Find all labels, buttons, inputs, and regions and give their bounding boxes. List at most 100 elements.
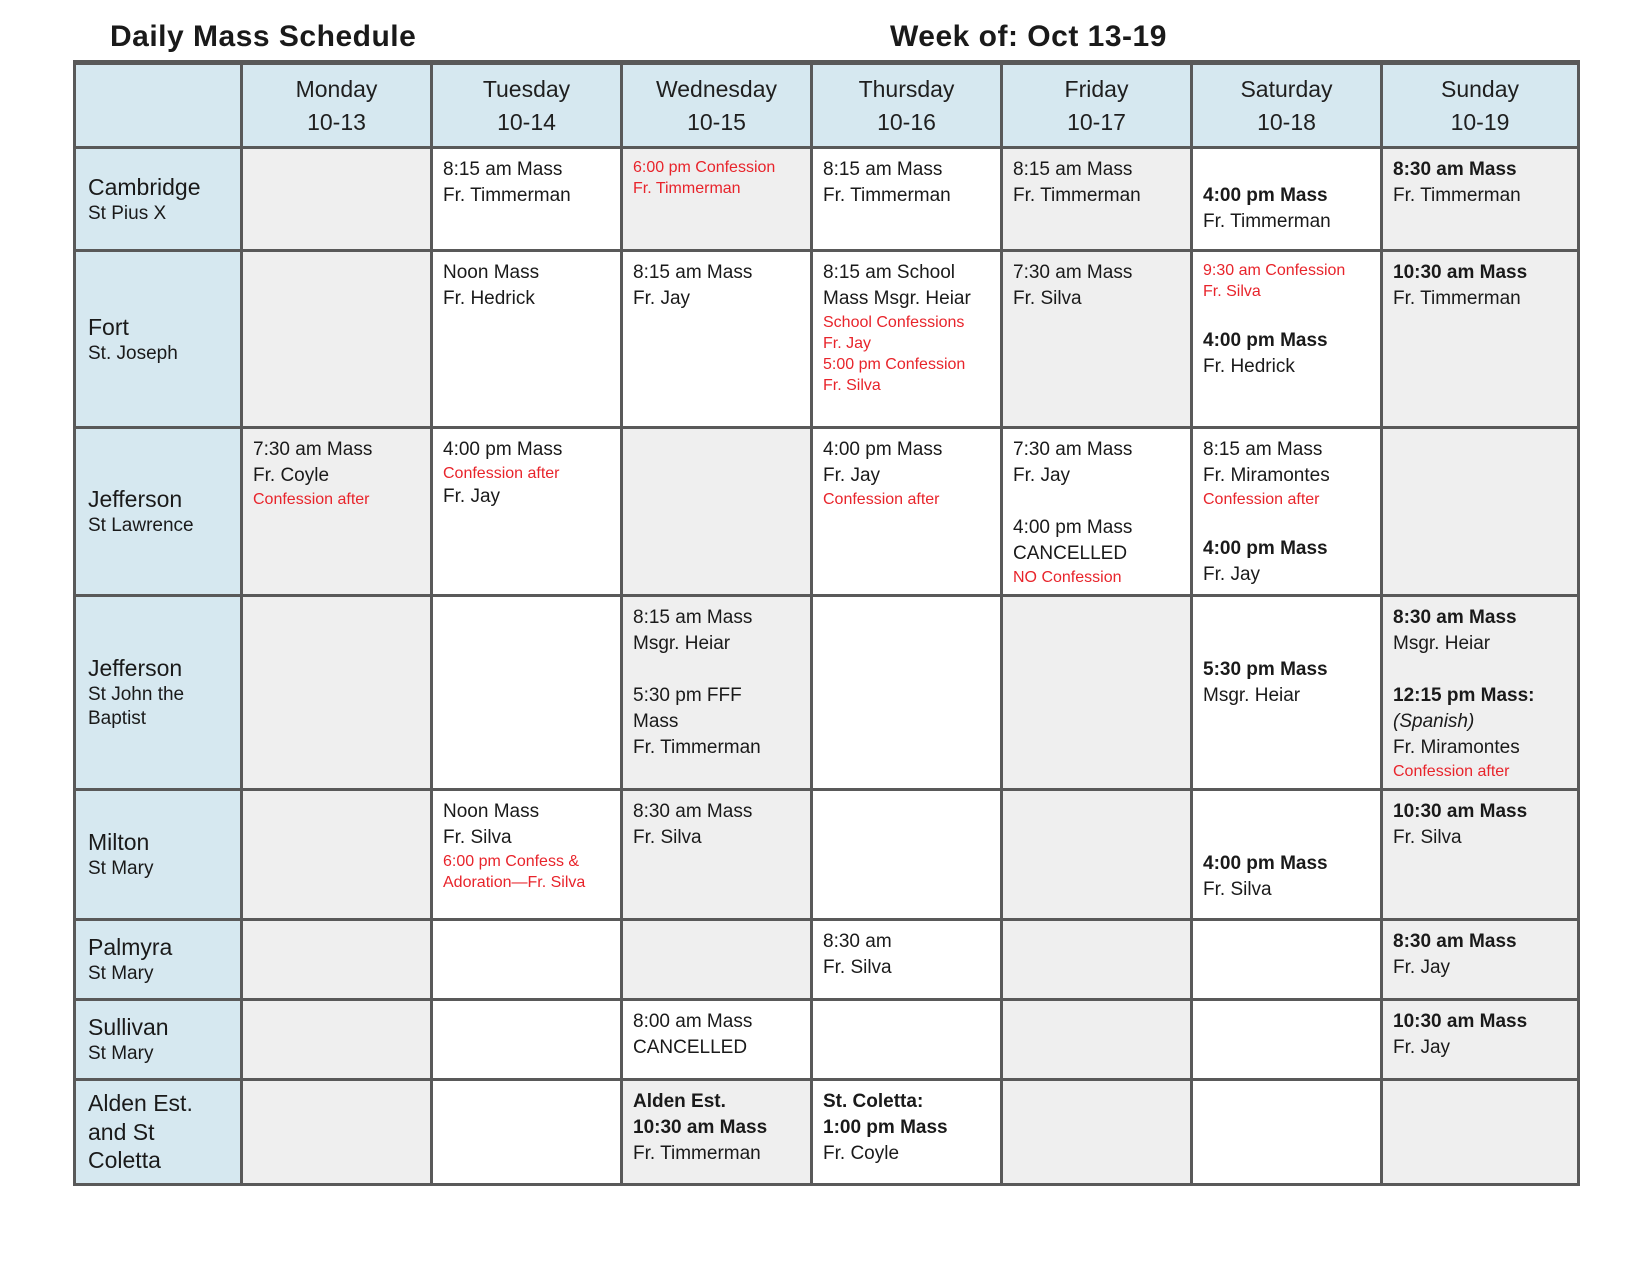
- schedule-entry-line: Confession after: [823, 491, 940, 508]
- cell-fort-saturday: 9:30 am Confession Fr. Silva 4:00 pm Mass…: [1190, 249, 1383, 429]
- cell-alden-est-and-st-coletta-wednesday: Alden Est. 10:30 am Mass Fr. Timmerman: [620, 1078, 813, 1186]
- schedule-entry-line: Fr. Jay: [1393, 1037, 1451, 1058]
- schedule-entry-line: School Confessions: [823, 314, 965, 331]
- schedule-entry-line: 8:00 am Mass: [633, 1011, 753, 1032]
- cell-jefferson-friday: 7:30 am Mass Fr. Jay 4:00 pm Mass CANCELLE…: [1000, 426, 1193, 597]
- cell-alden-est-and-st-coletta-friday: [1000, 1078, 1193, 1186]
- schedule-entry-line: Confession after: [443, 465, 560, 482]
- blank-line: [1203, 302, 1374, 328]
- schedule-entry-line: 4:00 pm Mass: [1013, 517, 1133, 538]
- schedule-entry-line: CANCELLED: [1013, 543, 1128, 564]
- schedule-entry-line: Fr. Jay: [443, 486, 501, 507]
- parish-name: St John the Baptist: [88, 684, 185, 729]
- day-header-wednesday: Wednesday 10-15: [620, 61, 813, 149]
- schedule-entry-line: 10:30 am Mass: [1393, 801, 1528, 822]
- schedule-entry-line: 8:30 am: [823, 931, 892, 952]
- schedule-entry-line: Fr. Silva: [1203, 283, 1261, 300]
- schedule-entry-line: 10:30 am Mass: [1393, 1011, 1528, 1032]
- schedule-entry-line: 4:00 pm Mass: [823, 439, 943, 460]
- cell-milton-friday: [1000, 788, 1193, 921]
- row-header-sullivan: Sullivan St Mary: [73, 998, 243, 1081]
- cell-jefferson-wednesday: 8:15 am Mass Msgr. Heiar 5:30 pm FFF Mass F…: [620, 594, 813, 791]
- schedule-row-alden-est-and-st-coletta: Alden Est. and St Coletta Alden Est. 10:30…: [73, 1078, 1580, 1186]
- schedule-entry-line: 8:15 am Mass: [1013, 159, 1133, 180]
- schedule-entry-line: 8:15 am Mass: [633, 262, 753, 283]
- blank-line: [1203, 799, 1374, 825]
- schedule-row-palmyra-st-mary: Palmyra St Mary 8:30 am Fr. Silva 8:30 am Ma…: [73, 918, 1580, 1001]
- cell-milton-sunday: 10:30 am Mass Fr. Silva: [1380, 788, 1580, 921]
- blank-line: [1393, 657, 1571, 683]
- row-header-fort: Fort St. Joseph: [73, 249, 243, 429]
- day-header-monday: Monday 10-13: [240, 61, 433, 149]
- cell-cambridge-sunday: 8:30 am Mass Fr. Timmerman: [1380, 146, 1580, 252]
- schedule-entry-line: 4:00 pm Mass: [1203, 330, 1328, 351]
- cell-alden-est-and-st-coletta-tuesday: [430, 1078, 623, 1186]
- schedule-entry-line: 8:30 am Mass: [1393, 931, 1517, 952]
- schedule-entry-line: Fr. Silva: [823, 957, 892, 978]
- cell-sullivan-thursday: [810, 998, 1003, 1081]
- schedule-entry-line: 9:30 am Confession: [1203, 262, 1346, 279]
- schedule-entry-line: 8:15 am Mass: [633, 607, 753, 628]
- day-name: Saturday: [1240, 76, 1333, 103]
- schedule-entry-line: 8:30 am Mass: [633, 801, 753, 822]
- cell-jefferson-monday: 7:30 am Mass Fr. Coyle Confession after: [240, 426, 433, 597]
- cell-fort-monday: [240, 249, 433, 429]
- cell-cambridge-friday: 8:15 am Mass Fr. Timmerman: [1000, 146, 1193, 252]
- cell-sullivan-saturday: [1190, 998, 1383, 1081]
- cell-jefferson-tuesday: 4:00 pm Mass Confession after Fr. Jay: [430, 426, 623, 597]
- schedule-entry-line: Fr. Jay: [1393, 957, 1451, 978]
- schedule-entry-line: 5:00 pm Confession: [823, 356, 966, 373]
- page-title: Daily Mass Schedule: [110, 20, 417, 53]
- cell-cambridge-tuesday: 8:15 am Mass Fr. Timmerman: [430, 146, 623, 252]
- cell-palmyra-monday: [240, 918, 433, 1001]
- day-date: 10-17: [1067, 108, 1126, 135]
- cell-jefferson-wednesday: [620, 426, 813, 597]
- cell-cambridge-monday: [240, 146, 433, 252]
- cell-cambridge-saturday: 4:00 pm Mass Fr. Timmerman: [1190, 146, 1383, 252]
- mass-schedule-table: Monday 10-13 Tuesday 10-14 Wednesday 10-15 Thu…: [73, 60, 1580, 1186]
- location-name: Palmyra: [88, 934, 173, 961]
- cell-sullivan-monday: [240, 998, 433, 1081]
- cell-sullivan-tuesday: [430, 998, 623, 1081]
- schedule-entry-line: NO Confession: [1013, 569, 1122, 586]
- day-header-friday: Friday 10-17: [1000, 61, 1193, 149]
- schedule-entry-line: Fr. Silva: [1393, 827, 1462, 848]
- schedule-entry-line: Alden Est.: [633, 1091, 726, 1112]
- cell-fort-friday: 7:30 am Mass Fr. Silva: [1000, 249, 1193, 429]
- schedule-row-cambridge-st-pius-x: Cambridge St Pius X 8:15 am Mass Fr. Timmer…: [73, 146, 1580, 252]
- schedule-entry-line: Fr. Timmerman: [1203, 211, 1331, 232]
- schedule-entry-line: 4:00 pm Mass: [1203, 538, 1328, 559]
- cell-cambridge-wednesday: 6:00 pm Confession Fr. Timmerman: [620, 146, 813, 252]
- cell-alden-est-and-st-coletta-monday: [240, 1078, 433, 1186]
- cell-sullivan-wednesday: 8:00 am Mass CANCELLED: [620, 998, 813, 1081]
- blank-line: [1203, 510, 1374, 536]
- schedule-entry-line: Confession after: [253, 491, 370, 508]
- schedule-entry-line: Fr. Timmerman: [1393, 185, 1521, 206]
- schedule-entry-line: 8:15 am Mass: [823, 159, 943, 180]
- cell-jefferson-monday: [240, 594, 433, 791]
- cell-palmyra-tuesday: [430, 918, 623, 1001]
- schedule-row-milton-st-mary: Milton St Mary Noon Mass Fr. Silva 6:00 pm C…: [73, 788, 1580, 921]
- blank-line: [633, 657, 804, 683]
- cell-cambridge-thursday: 8:15 am Mass Fr. Timmerman: [810, 146, 1003, 252]
- schedule-entry-line: Noon Mass: [443, 262, 540, 283]
- schedule-entry-line: Msgr. Heiar: [1393, 633, 1491, 654]
- location-name: Fort: [88, 313, 129, 340]
- schedule-entry-line: (Spanish): [1393, 711, 1475, 732]
- location-name: Sullivan: [88, 1014, 169, 1041]
- cell-palmyra-sunday: 8:30 am Mass Fr. Jay: [1380, 918, 1580, 1001]
- schedule-body: Cambridge St Pius X 8:15 am Mass Fr. Timmer…: [73, 146, 1580, 1186]
- day-date: 10-14: [497, 108, 556, 135]
- schedule-row-jefferson-st-john-the-baptist: Jefferson St John the Baptist 8:15 am Mass…: [73, 594, 1580, 791]
- schedule-entry-line: 8:15 am Mass: [443, 159, 563, 180]
- row-header-milton: Milton St Mary: [73, 788, 243, 921]
- schedule-entry-line: Confession after: [1203, 491, 1320, 508]
- schedule-entry-line: Fr. Timmerman: [633, 180, 741, 197]
- schedule-entry-line: 7:30 am Mass: [1013, 262, 1133, 283]
- schedule-entry-line: Msgr. Heiar: [633, 633, 731, 654]
- cell-milton-saturday: 4:00 pm Mass Fr. Silva: [1190, 788, 1383, 921]
- schedule-entry-line: 4:00 pm Mass: [1203, 853, 1328, 874]
- schedule-entry-line: Noon Mass: [443, 801, 540, 822]
- schedule-entry-line: Fr. Miramontes: [1393, 737, 1520, 758]
